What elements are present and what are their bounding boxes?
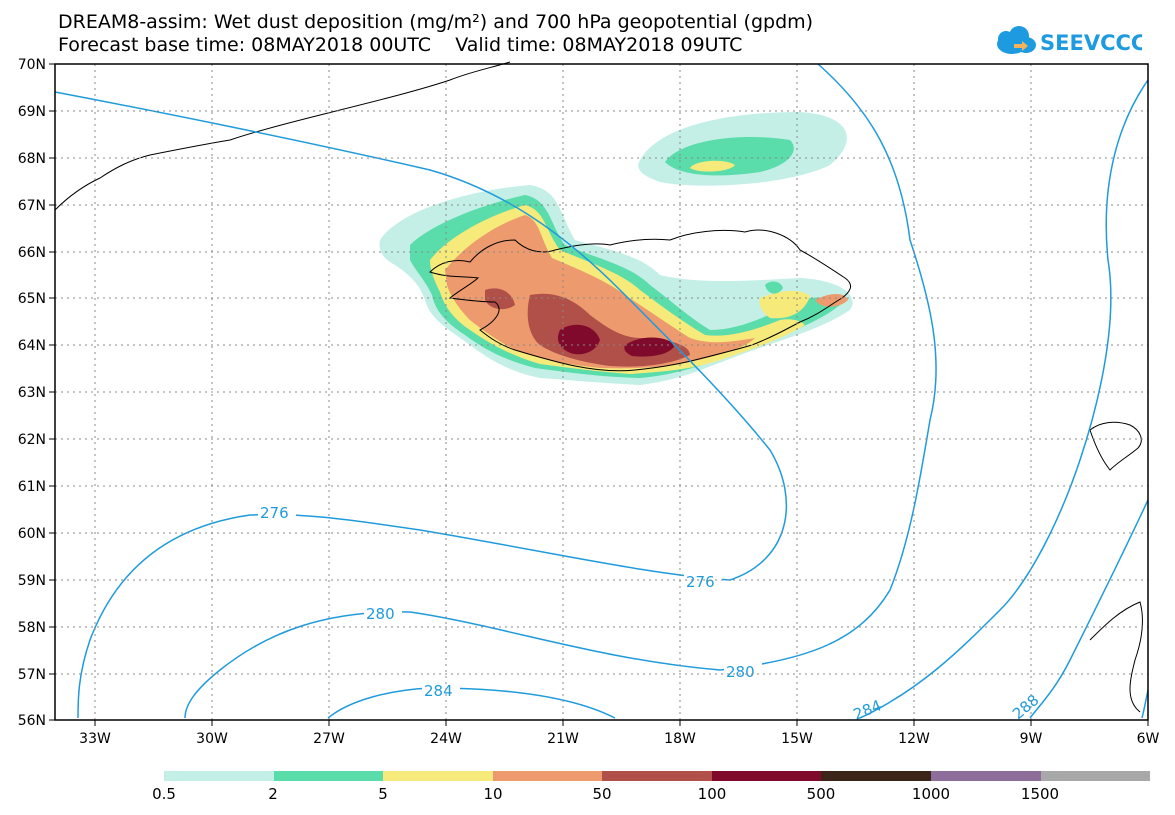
lat-label-64n: 64N <box>18 338 46 354</box>
colorbar-segment-3 <box>492 771 603 781</box>
colorbar-segment-1 <box>273 771 384 781</box>
lat-label-66n: 66N <box>18 245 46 261</box>
contour-label-284-west: 284 <box>424 682 453 700</box>
colorbar-label: 100 <box>697 785 727 803</box>
colorbar-label: 5 <box>378 785 388 803</box>
colorbar-label: 500 <box>806 785 836 803</box>
lon-label-18w: 18W <box>664 731 696 747</box>
lat-label-57n: 57N <box>18 667 46 683</box>
colorbar-label: 1000 <box>911 785 951 803</box>
map-subtitle: Forecast base time: 08MAY2018 00UTC Vali… <box>58 34 743 56</box>
lat-label-70n: 70N <box>18 57 46 73</box>
greenland-coast <box>54 61 511 211</box>
colorbar-segment-0 <box>164 771 274 781</box>
contour-label-280-west: 280 <box>366 605 395 623</box>
colorbar-segment-6 <box>821 771 931 781</box>
lat-label-60n: 60N <box>18 526 46 542</box>
lat-label-61n: 61N <box>18 479 46 495</box>
lon-label-15w: 15W <box>781 731 813 747</box>
colorbar-label: 1500 <box>1020 785 1060 803</box>
lat-label-58n: 58N <box>18 620 46 636</box>
colorbar-label: 2 <box>268 785 278 803</box>
dust-100-500 <box>557 324 600 355</box>
coastlines <box>54 61 1143 713</box>
gridlines <box>55 64 1148 720</box>
lon-label-33w: 33W <box>79 731 111 747</box>
lon-label-24w: 24W <box>430 731 462 747</box>
iceland-coast <box>429 229 852 372</box>
lon-label-27w: 27W <box>313 731 345 747</box>
colorbar-segment-5 <box>711 771 822 781</box>
colorbar-label: 50 <box>592 785 612 803</box>
colorbar-label: 10 <box>483 785 503 803</box>
lat-label-63n: 63N <box>18 385 46 401</box>
contour-label-276-east: 276 <box>686 573 715 591</box>
logo-text: SEEVCCC <box>1040 31 1142 55</box>
lon-label-21w: 21W <box>547 731 579 747</box>
cloud-icon <box>997 26 1036 54</box>
colorbar-segment-7 <box>930 771 1041 781</box>
colorbar-label: 0.5 <box>152 785 176 803</box>
map-title: DREAM8-assim: Wet dust deposition (mg/m²… <box>58 11 814 33</box>
lon-label-12w: 12W <box>898 731 930 747</box>
colorbar-segment-8 <box>1040 771 1151 781</box>
contour-label-280-east: 280 <box>726 663 755 681</box>
lon-label-9w: 9W <box>1020 731 1043 747</box>
lon-label-30w: 30W <box>196 731 228 747</box>
lat-label-67n: 67N <box>18 198 46 214</box>
colorbar <box>164 771 1151 781</box>
scotland-coast <box>1089 601 1143 713</box>
lat-label-68n: 68N <box>18 151 46 167</box>
lat-label-69n: 69N <box>18 104 46 120</box>
faroe-coast <box>1089 421 1142 471</box>
contour-label-276-west: 276 <box>260 504 289 522</box>
colorbar-segment-4 <box>602 771 712 781</box>
lat-label-62n: 62N <box>18 432 46 448</box>
lon-label-6w: 6W <box>1137 731 1160 747</box>
colorbar-segment-2 <box>383 771 493 781</box>
lat-label-56n: 56N <box>18 713 46 729</box>
seevccc-logo: SEEVCCC <box>997 26 1142 55</box>
lat-label-65n: 65N <box>18 291 46 307</box>
lat-label-59n: 59N <box>18 573 46 589</box>
geopotential-contours <box>54 63 1149 719</box>
dust-deposition-field <box>379 112 853 385</box>
contour-label-288: 288 <box>1009 691 1043 723</box>
